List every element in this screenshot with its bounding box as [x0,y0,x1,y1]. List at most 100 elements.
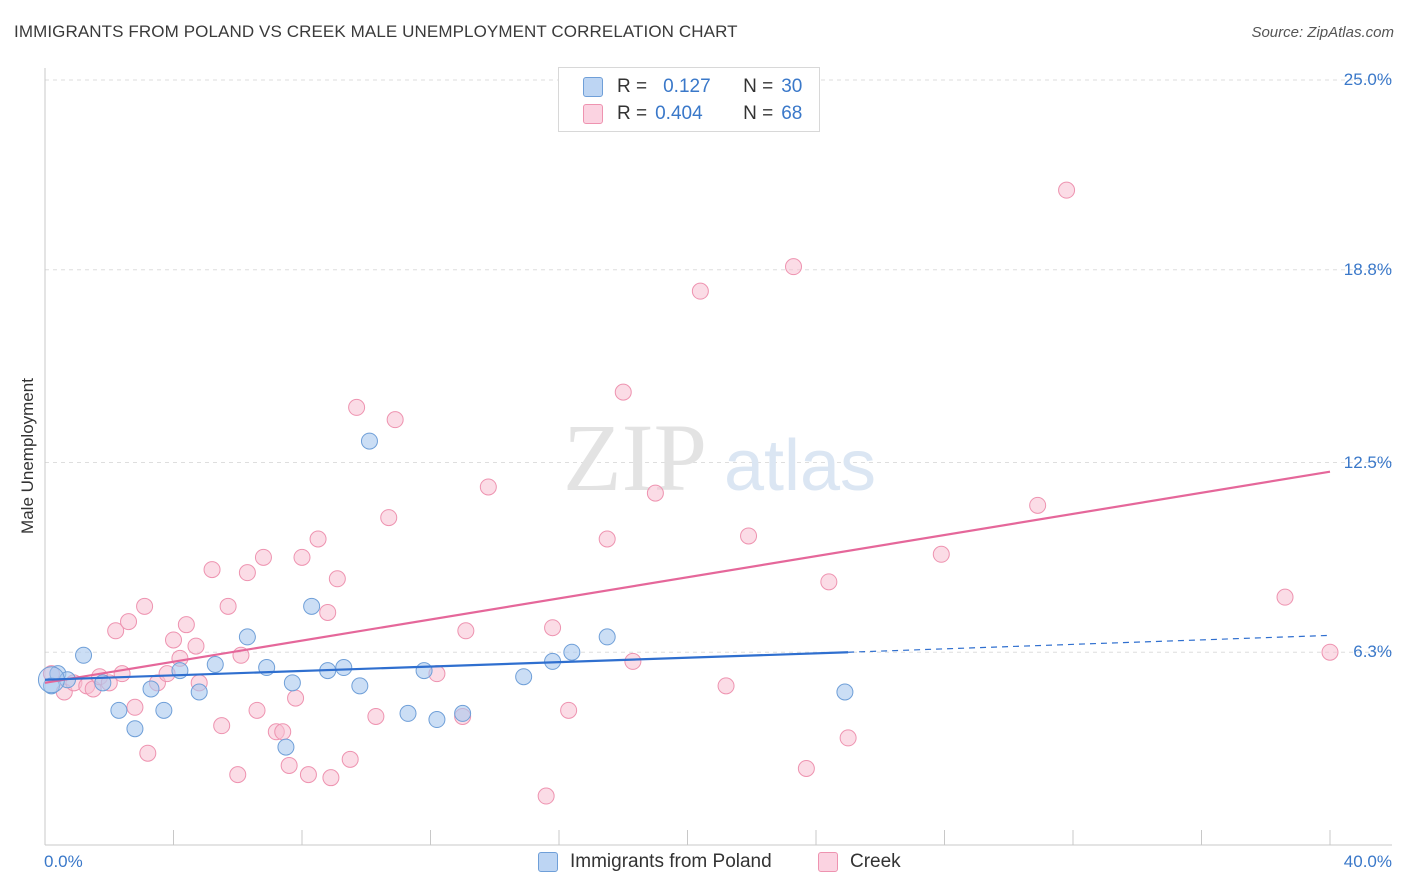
legend-row-creek: R = 0.404 N = 68 [583,102,802,126]
poland-legend-swatch [538,852,558,872]
poland-point [351,677,369,695]
creek-point [691,282,709,300]
poland-n-value: 30 [781,76,803,97]
creek-point [187,637,205,655]
bottom-legend-poland: Immigrants from Poland [538,851,772,873]
poland-point [454,704,472,722]
bottom-legend-creek: Creek [818,851,901,873]
creek-r-label: R = [617,103,648,124]
creek-n-value: 68 [781,103,803,124]
poland-point [277,738,295,756]
creek-point [457,622,475,640]
poland-point [238,628,256,646]
creek-point [229,766,247,784]
poland-point [836,683,854,701]
creek-point [624,652,642,670]
creek-point [537,787,555,805]
watermark-atlas: atlas [724,426,876,506]
creek-point [319,603,337,621]
creek-point [136,597,154,615]
creek-point [203,561,221,579]
x-tick-min: 0.0% [44,852,83,871]
poland-point [598,628,616,646]
creek-point [254,548,272,566]
creek-point [646,484,664,502]
creek-point [287,689,305,707]
creek-point [126,698,144,716]
y-tick-label: 12.5% [1343,452,1392,472]
poland-point [126,720,144,738]
poland-point [142,680,160,698]
creek-point [785,258,803,276]
creek-point [341,750,359,768]
creek-point [274,723,292,741]
creek-point [1058,181,1076,199]
creek-point [299,766,317,784]
creek-trend-line [44,470,1331,684]
creek-point [248,701,266,719]
creek-point [139,744,157,762]
creek-point [380,509,398,527]
poland-point [335,659,353,677]
creek-point [820,573,838,591]
poland-trend-extension [848,634,1331,653]
y-tick-label: 18.8% [1343,259,1392,279]
creek-point [177,616,195,634]
creek-point [797,760,815,777]
poland-point [399,704,417,722]
creek-point [598,530,616,548]
creek-point [479,478,497,496]
creek-point [614,383,632,401]
poland-point [155,701,173,719]
creek-point [107,622,125,640]
chart-title: IMMIGRANTS FROM POLAND VS CREEK MALE UNE… [14,22,738,41]
poland-point [75,646,93,664]
poland-r-value: 0.127 [663,76,711,97]
creek-point [280,756,298,774]
source-label: Source: ZipAtlas.com [1251,24,1394,41]
creek-point [328,570,346,588]
poland-point [110,701,128,719]
creek-point [544,619,562,637]
poland-point [303,597,321,615]
poland-point [190,683,208,701]
poland-point [415,662,433,680]
creek-point [322,769,340,787]
poland-n-label: N = [743,76,774,97]
creek-point [560,701,578,719]
poland-point [283,674,301,692]
creek-point [740,527,758,545]
poland-point [428,711,446,729]
y-tick-label: 25.0% [1343,70,1392,89]
creek-swatch [583,104,603,124]
creek-point [219,597,237,615]
stats-legend: R = 0.127 N = 30 R = 0.404 N = 68 [558,67,820,132]
creek-point [1321,643,1339,661]
creek-point [165,631,182,649]
poland-r-label: R = [617,76,648,97]
x-tick-max: 40.0% [1343,852,1392,871]
poland-point [206,655,224,673]
creek-point [932,545,950,563]
creek-r-value: 0.404 [655,103,703,124]
creek-point [309,530,327,548]
creek-legend-label: Creek [850,851,901,872]
watermark-zip: ZIP [563,404,707,511]
creek-point [1029,496,1047,514]
creek-point [293,548,311,566]
creek-point [120,613,138,631]
poland-legend-label: Immigrants from Poland [570,851,772,872]
creek-point [367,707,385,725]
creek-point [1276,588,1294,606]
creek-point [238,564,256,582]
poland-trend-line [44,651,849,681]
creek-point [113,665,131,683]
poland-point [515,668,533,686]
y-tick-label: 6.3% [1353,642,1392,662]
creek-legend-swatch [818,852,838,872]
creek-point [348,398,366,416]
creek-point [717,677,735,695]
creek-point [839,729,857,747]
poland-point [563,643,581,661]
